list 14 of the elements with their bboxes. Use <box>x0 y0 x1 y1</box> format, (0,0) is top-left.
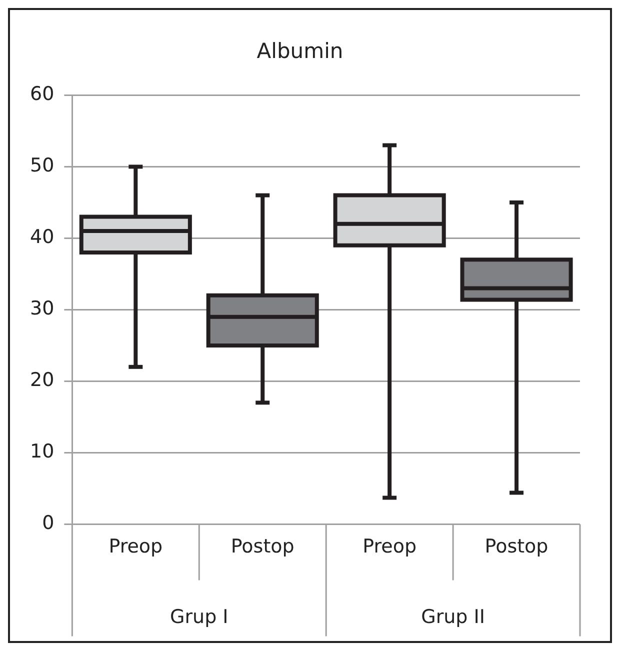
y-tick-label: 0 <box>42 512 54 534</box>
text: Grup I <box>170 606 228 628</box>
y-tick-label: 60 <box>30 83 54 106</box>
x-tick-label: Postop <box>484 536 548 558</box>
x-tick-label: Preop <box>108 536 163 558</box>
y-tick-label: 40 <box>30 226 54 248</box>
text: Grup II <box>421 606 485 628</box>
chart-title: Albumin <box>256 39 344 64</box>
y-tick-label: 50 <box>30 154 54 177</box>
y-tick-label: 10 <box>30 440 54 463</box>
x-tick-label: Postop <box>230 536 294 558</box>
y-tick-label: 30 <box>30 298 54 320</box>
x-tick-label: Preop <box>362 536 417 558</box>
y-tick-label: 20 <box>30 369 54 392</box>
